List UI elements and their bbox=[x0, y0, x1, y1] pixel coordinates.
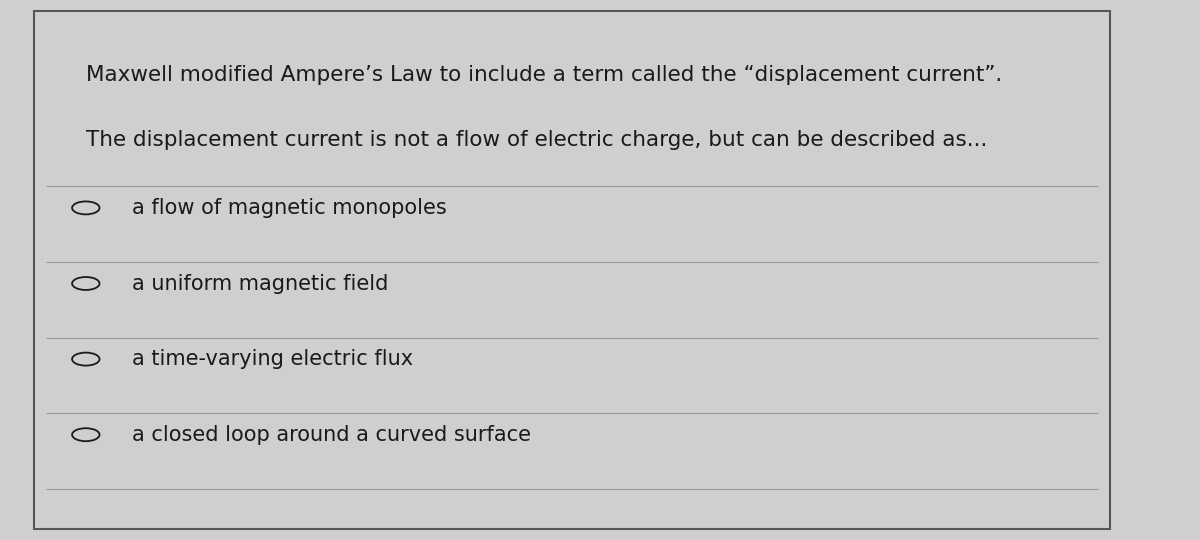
Text: Maxwell modified Ampere’s Law to include a term called the “displacement current: Maxwell modified Ampere’s Law to include… bbox=[86, 65, 1002, 85]
FancyBboxPatch shape bbox=[35, 11, 1110, 529]
Text: a time-varying electric flux: a time-varying electric flux bbox=[132, 349, 413, 369]
Text: The displacement current is not a flow of electric charge, but can be described : The displacement current is not a flow o… bbox=[86, 130, 988, 150]
Text: a flow of magnetic monopoles: a flow of magnetic monopoles bbox=[132, 198, 446, 218]
Text: a closed loop around a curved surface: a closed loop around a curved surface bbox=[132, 424, 530, 445]
Text: a uniform magnetic field: a uniform magnetic field bbox=[132, 273, 388, 294]
